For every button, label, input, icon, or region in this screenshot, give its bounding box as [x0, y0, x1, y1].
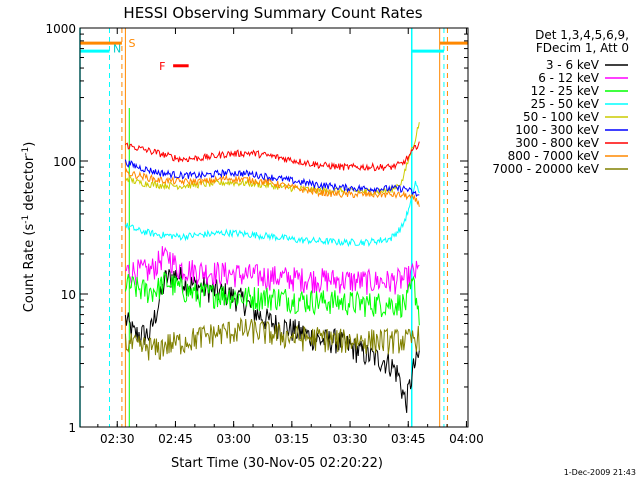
y-tick-label: 1	[68, 421, 76, 435]
legend-label: 25 - 50 keV	[531, 97, 600, 111]
x-tick-label: 02:30	[100, 432, 135, 446]
flag-letter-f: F	[159, 60, 165, 73]
series-trace	[125, 141, 420, 172]
legend-label: 50 - 100 keV	[523, 110, 600, 124]
footer-timestamp: 1-Dec-2009 21:43	[564, 468, 636, 477]
flag-letter-s: S	[129, 37, 136, 50]
legend-label: 6 - 12 keV	[538, 71, 600, 85]
series-trace	[124, 267, 420, 413]
legend-label: 100 - 300 keV	[515, 123, 599, 137]
y-tick-label: 10	[61, 288, 76, 302]
flag-letter-n: N	[113, 43, 121, 56]
chart-title: HESSI Observing Summary Count Rates	[123, 4, 422, 22]
series-trace	[124, 167, 420, 207]
x-tick-label: 03:45	[391, 432, 426, 446]
series-trace	[124, 159, 420, 197]
x-axis-label: Start Time (30-Nov-05 02:20:22)	[171, 456, 383, 471]
legend-label: 3 - 6 keV	[546, 58, 600, 72]
x-tick-label: 04:00	[449, 432, 484, 446]
series-trace	[124, 271, 420, 326]
y-tick-label: 1000	[45, 22, 76, 36]
legend-label: 300 - 800 keV	[515, 136, 599, 150]
legend-label: 7000 - 20000 keV	[492, 162, 599, 176]
x-tick-label: 03:30	[333, 432, 368, 446]
series-trace	[124, 122, 420, 196]
legend-label: 800 - 7000 keV	[508, 149, 600, 163]
series-trace	[124, 316, 420, 361]
y-axis-label: Count Rate (s-1 detector-1)	[21, 142, 37, 313]
plot-frame	[79, 27, 469, 428]
series-trace	[124, 180, 420, 248]
x-tick-label: 03:00	[216, 432, 251, 446]
legend-header-line: FDecim 1, Att 0	[536, 41, 629, 55]
legend-label: 12 - 25 keV	[531, 84, 600, 98]
legend-header-line: Det 1,3,4,5,6,9,	[535, 28, 629, 42]
x-tick-label: 02:45	[158, 432, 193, 446]
series-trace	[125, 246, 420, 295]
y-tick-label: 100	[53, 155, 76, 169]
legend: Det 1,3,4,5,6,9, FDecim 1, Att 0 3 - 6 k…	[492, 28, 629, 176]
x-tick-label: 03:15	[275, 432, 310, 446]
